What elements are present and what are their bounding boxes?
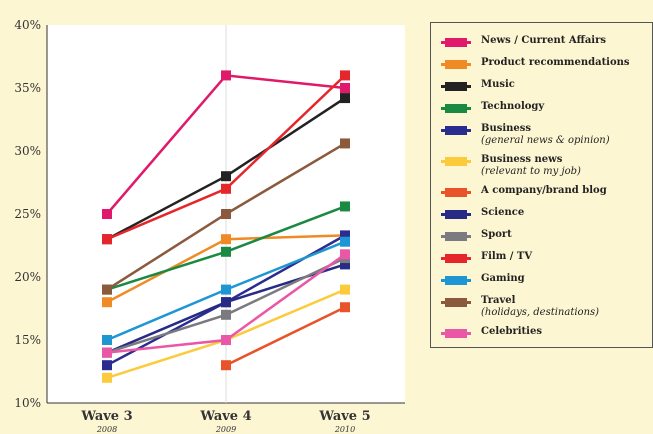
data-point xyxy=(221,284,231,295)
y-tick-label: 25% xyxy=(14,207,41,221)
legend-sublabel: (general news & opinion) xyxy=(481,135,610,146)
legend-item: A company/brand blog xyxy=(441,185,607,197)
data-point xyxy=(102,284,112,295)
data-point xyxy=(340,201,350,212)
y-tick-label: 35% xyxy=(14,81,41,95)
legend-label: Product recommendations xyxy=(481,57,630,68)
legend-item: Celebrities xyxy=(441,326,542,338)
data-point xyxy=(340,284,350,295)
data-point xyxy=(340,83,350,93)
data-point xyxy=(340,93,350,104)
data-point xyxy=(102,347,112,358)
legend-sublabel: (relevant to my job) xyxy=(481,166,581,177)
series-a-company-brand-blog xyxy=(221,302,350,371)
legend-label: Music xyxy=(481,79,515,90)
legend-item: Science xyxy=(441,207,525,219)
legend-label: Gaming xyxy=(481,273,525,284)
legend-label: Film / TV xyxy=(481,251,533,262)
data-point xyxy=(340,249,350,260)
x-category-label: Wave 4 xyxy=(199,409,251,424)
x-year-label: 2010 xyxy=(334,425,355,434)
data-point xyxy=(221,297,231,308)
x-year-label: 2008 xyxy=(96,425,117,434)
legend-swatch xyxy=(441,60,471,69)
legend: News / Current Affairs Product recommenda… xyxy=(430,22,653,348)
legend-label: Travel (holidays, destinations) xyxy=(481,295,600,318)
data-point xyxy=(102,372,112,383)
data-point xyxy=(221,234,231,245)
x-category-label: Wave 5 xyxy=(318,409,370,424)
series-celebrities xyxy=(102,249,350,358)
data-point xyxy=(340,230,350,241)
data-point xyxy=(221,171,231,182)
legend-item: Film / TV xyxy=(441,251,533,263)
y-tick-label: 20% xyxy=(14,270,41,284)
legend-swatch xyxy=(441,298,471,307)
data-point xyxy=(340,70,350,81)
legend-swatch xyxy=(441,126,471,135)
legend-label: Business (general news & opinion) xyxy=(481,123,610,146)
data-point xyxy=(102,234,112,245)
legend-item: Technology xyxy=(441,101,545,113)
legend-swatch xyxy=(441,329,471,338)
y-tick-label: 40% xyxy=(14,18,41,32)
data-point xyxy=(340,302,350,313)
series-line xyxy=(225,306,346,367)
legend-label: Sport xyxy=(481,229,512,240)
data-point xyxy=(221,309,231,320)
data-point xyxy=(221,335,231,345)
data-point xyxy=(221,360,231,371)
legend-item: News / Current Affairs xyxy=(441,35,606,47)
series-travel xyxy=(102,138,350,295)
x-year-label: 2009 xyxy=(215,425,236,434)
y-tick-label: 10% xyxy=(14,396,41,410)
y-tick-label: 15% xyxy=(14,333,41,347)
legend-item: Music xyxy=(441,79,515,91)
legend-label: Business news (relevant to my job) xyxy=(481,154,581,177)
legend-item: Gaming xyxy=(441,273,525,285)
series-news-current-affairs xyxy=(102,70,350,219)
legend-label: News / Current Affairs xyxy=(481,35,606,46)
legend-swatch xyxy=(441,157,471,166)
legend-swatch xyxy=(441,104,471,113)
legend-item: Business news (relevant to my job) xyxy=(441,154,581,178)
legend-swatch xyxy=(441,188,471,197)
legend-label: Celebrities xyxy=(481,326,542,337)
legend-swatch xyxy=(441,38,471,47)
legend-item: Business (general news & opinion) xyxy=(441,123,610,147)
legend-swatch xyxy=(441,210,471,219)
legend-label: A company/brand blog xyxy=(481,185,607,196)
legend-item: Product recommendations xyxy=(441,57,630,69)
data-point xyxy=(102,360,112,371)
series-gaming xyxy=(102,236,350,345)
series-film-tv xyxy=(102,70,350,245)
data-point xyxy=(340,138,350,149)
legend-swatch xyxy=(441,254,471,263)
data-point xyxy=(340,236,350,247)
legend-swatch xyxy=(441,276,471,285)
data-point xyxy=(221,209,231,219)
y-tick-label: 30% xyxy=(14,144,41,158)
x-category-label: Wave 3 xyxy=(80,409,132,424)
data-point xyxy=(221,246,231,257)
data-point xyxy=(102,297,112,308)
legend-swatch xyxy=(441,232,471,241)
data-point xyxy=(221,183,231,194)
data-point xyxy=(221,70,231,81)
data-point xyxy=(340,259,350,270)
legend-item: Travel (holidays, destinations) xyxy=(441,295,600,319)
legend-swatch xyxy=(441,82,471,91)
data-point xyxy=(102,335,112,345)
legend-sublabel: (holidays, destinations) xyxy=(481,307,600,318)
legend-label: Technology xyxy=(481,101,545,112)
legend-label: Science xyxy=(481,207,525,218)
legend-item: Sport xyxy=(441,229,512,241)
data-point xyxy=(102,209,112,219)
